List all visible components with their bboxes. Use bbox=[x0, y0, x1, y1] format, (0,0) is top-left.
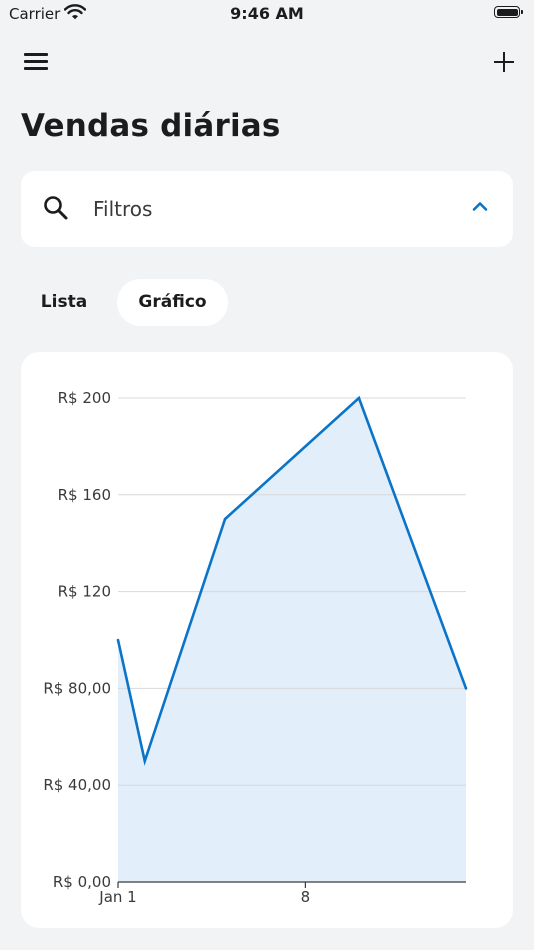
clock: 9:46 AM bbox=[230, 4, 304, 23]
filters-panel-toggle[interactable]: Filtros bbox=[21, 171, 513, 247]
data-point bbox=[223, 517, 227, 521]
data-point bbox=[357, 396, 361, 400]
filters-label: Filtros bbox=[93, 197, 153, 221]
carrier-label: Carrier bbox=[9, 5, 61, 23]
y-tick-label: R$ 120 bbox=[58, 583, 111, 601]
y-tick-label: R$ 0,00 bbox=[53, 873, 111, 891]
series-area bbox=[118, 398, 466, 882]
page-title: Vendas diárias bbox=[21, 108, 281, 144]
data-point bbox=[143, 759, 147, 763]
wifi-icon bbox=[64, 4, 86, 20]
y-tick-label: R$ 40,00 bbox=[43, 776, 111, 794]
x-tick-label: Jan 1 bbox=[98, 888, 136, 906]
data-point bbox=[116, 638, 120, 642]
tab-list[interactable]: Lista bbox=[40, 292, 88, 312]
tab-chart[interactable]: Gráfico bbox=[117, 279, 228, 326]
data-point bbox=[464, 687, 468, 690]
search-icon bbox=[44, 196, 68, 220]
y-tick-label: R$ 160 bbox=[58, 486, 111, 504]
x-tick-label: 8 bbox=[301, 888, 311, 906]
chevron-up-icon bbox=[472, 202, 488, 211]
status-bar: Carrier 9:46 AM bbox=[0, 0, 534, 28]
battery-icon bbox=[494, 6, 524, 20]
sales-chart: R$ 0,00 R$ 40,00 R$ 80,00 R$ 120 R$ 160 R$ 20… bbox=[21, 352, 513, 928]
chart-svg: R$ 0,00 R$ 40,00 R$ 80,00 R$ 120 R$ 160 R$ 20… bbox=[43, 389, 468, 906]
y-tick-label: R$ 80,00 bbox=[43, 679, 111, 697]
y-tick-label: R$ 200 bbox=[58, 389, 111, 407]
navigation-bar bbox=[0, 40, 534, 84]
menu-button[interactable] bbox=[18, 46, 54, 78]
add-button[interactable] bbox=[488, 46, 520, 78]
